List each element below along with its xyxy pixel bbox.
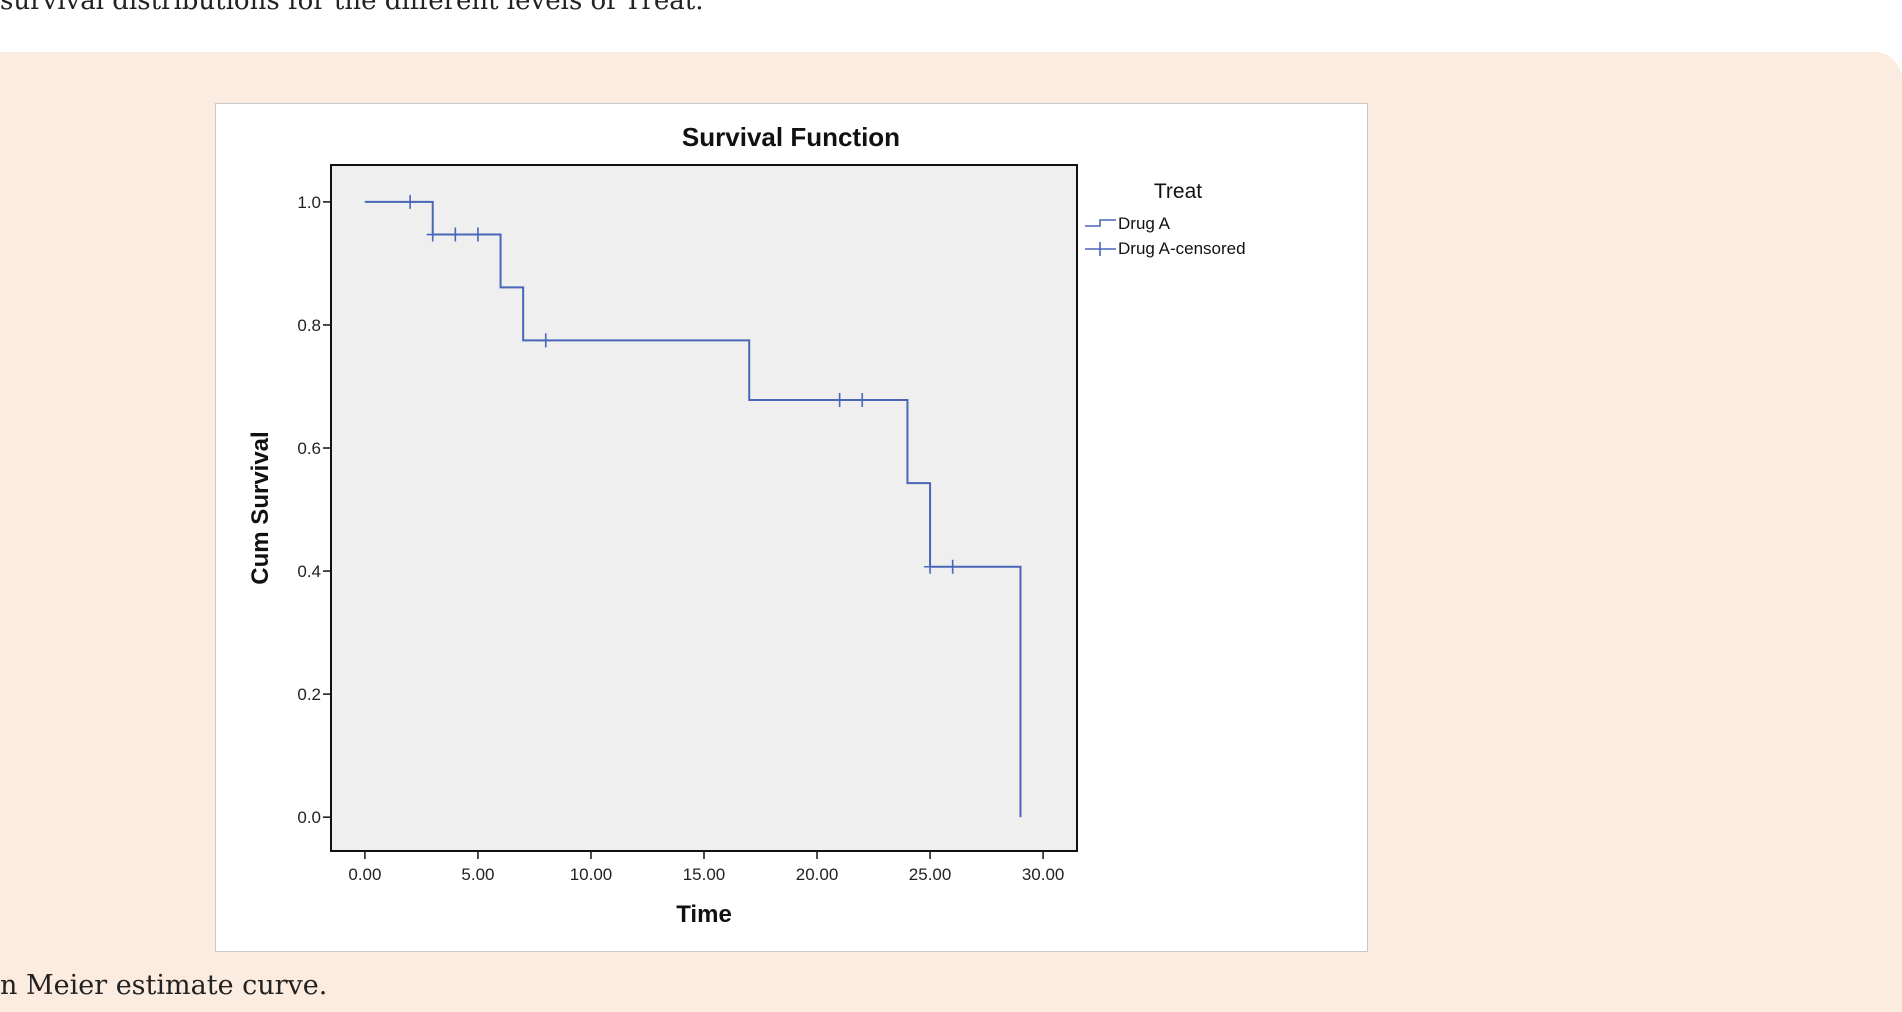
- censor-point: [404, 194, 417, 209]
- y-tick-label: 0.6: [297, 439, 321, 458]
- censor-point: [471, 227, 484, 242]
- x-tick-label: 10.00: [570, 865, 613, 884]
- legend-entry-drug-a-censored: Drug A-censored: [1118, 239, 1246, 258]
- y-tick-label: 0.4: [297, 562, 321, 581]
- y-tick-label: 0.2: [297, 685, 321, 704]
- censor-point: [946, 559, 959, 574]
- legend-censor-symbol: [1085, 242, 1116, 256]
- x-tick-label: 30.00: [1022, 865, 1065, 884]
- legend-entry-drug-a: Drug A: [1118, 214, 1171, 233]
- censor-point: [449, 227, 462, 242]
- x-axis-label: Time: [676, 901, 732, 928]
- chart-title: Survival Function: [682, 122, 900, 152]
- y-axis-label: Cum Survival: [247, 431, 274, 584]
- legend-title: Treat: [1154, 180, 1202, 203]
- x-axis-ticks: 0.00 5.00 10.00 15.00 20.00 25.00 30.00: [348, 851, 1064, 884]
- censor-point: [426, 227, 439, 242]
- legend: Treat Drug A Drug A-censored: [1085, 180, 1246, 258]
- y-tick-label: 0.0: [297, 808, 321, 827]
- plot-area: [330, 164, 1078, 852]
- x-tick-label: 0.00: [348, 865, 381, 884]
- x-tick-label: 20.00: [796, 865, 839, 884]
- censor-point: [539, 333, 552, 348]
- y-tick-label: 0.8: [297, 316, 321, 335]
- y-tick-label: 1.0: [297, 193, 321, 212]
- censor-point: [833, 393, 846, 408]
- figure-caption: n Meier estimate curve.: [0, 970, 328, 1001]
- y-axis-ticks: 0.0 0.2 0.4 0.6 0.8 1.0: [297, 193, 331, 827]
- x-tick-label: 15.00: [683, 865, 726, 884]
- legend-line-symbol: [1085, 219, 1116, 227]
- censor-point: [924, 559, 937, 574]
- x-tick-label: 5.00: [461, 865, 494, 884]
- survival-chart: 0.0 0.2 0.4 0.6 0.8 1.0 0.00 5.00 10.00 15.00 20.…: [247, 122, 1246, 928]
- figure-frame: 0.0 0.2 0.4 0.6 0.8 1.0 0.00 5.00 10.00 15.00 20.…: [215, 103, 1368, 952]
- x-tick-label: 25.00: [909, 865, 952, 884]
- censor-marks: [404, 194, 959, 574]
- censor-point: [856, 393, 869, 408]
- intro-text: survival distributions for the different…: [0, 0, 704, 16]
